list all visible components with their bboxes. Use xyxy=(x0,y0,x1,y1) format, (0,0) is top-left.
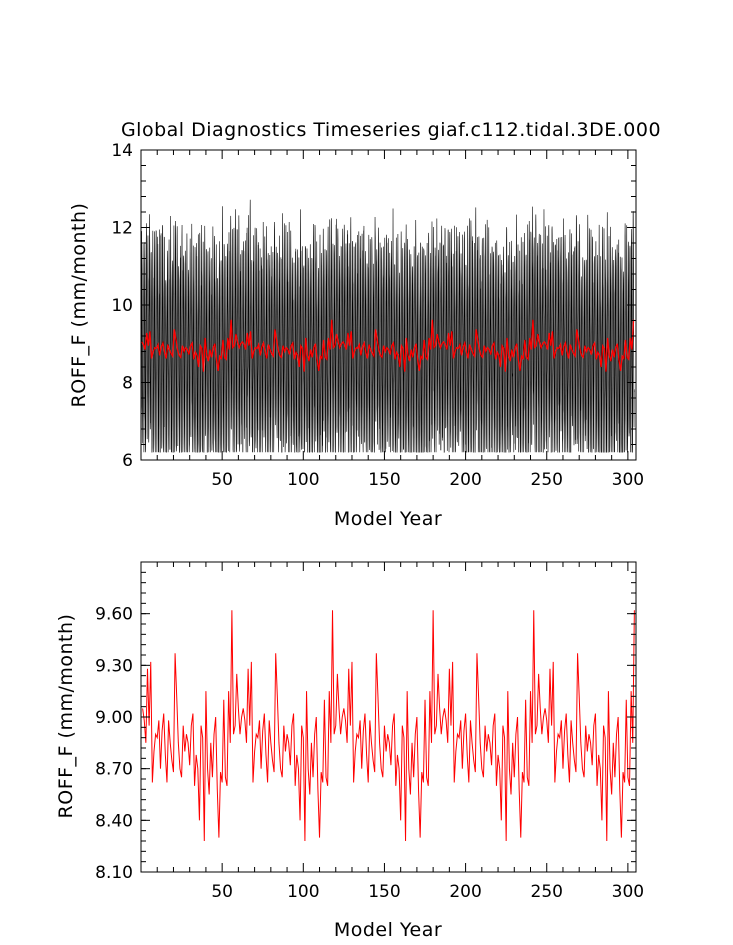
bottom-y-tick-label: 9.60 xyxy=(95,605,133,625)
bottom-y-tick-label: 9.00 xyxy=(95,708,133,728)
bottom-annual-series-line xyxy=(142,610,635,842)
bottom-panel: 50 100 150 200 250 300 8.10 8.40 8.70 9.00 9.30 9.6… xyxy=(55,561,644,941)
top-x-tick-label: 300 xyxy=(612,470,644,490)
top-y-tick-label: 14 xyxy=(111,141,133,161)
figure-title: Global Diagnostics Timeseries giaf.c112.… xyxy=(121,119,661,141)
top-y-tick-label: 6 xyxy=(122,451,133,471)
bottom-x-tick-label: 200 xyxy=(449,882,481,902)
top-axes: 50 100 150 200 250 300 6 8 10 12 14 xyxy=(111,141,644,490)
bottom-y-tick-label: 8.40 xyxy=(95,811,133,831)
top-x-tick-label: 100 xyxy=(287,470,319,490)
top-x-tick-label: 200 xyxy=(449,470,481,490)
bottom-x-tick-label: 150 xyxy=(368,882,400,902)
bottom-x-tick-label: 50 xyxy=(211,882,233,902)
top-y-axis-label: ROFF_F (mm/month) xyxy=(68,203,90,408)
top-y-tick-label: 12 xyxy=(111,219,133,239)
bottom-y-tick-label: 8.10 xyxy=(95,863,133,883)
bottom-x-tick-label: 100 xyxy=(287,882,319,902)
bottom-y-tick-label: 8.70 xyxy=(95,760,133,780)
top-panel: Global Diagnostics Timeseries giaf.c112.… xyxy=(68,119,661,530)
bottom-x-tick-label: 250 xyxy=(531,882,563,902)
top-x-axis-label: Model Year xyxy=(334,508,442,530)
bottom-y-tick-label: 9.30 xyxy=(95,656,133,676)
top-x-tick-label: 150 xyxy=(368,470,400,490)
bottom-x-tick-label: 300 xyxy=(612,882,644,902)
top-x-tick-label: 50 xyxy=(211,470,233,490)
top-y-tick-label: 8 xyxy=(122,374,133,394)
top-plot-area xyxy=(140,199,635,453)
bottom-axes: 50 100 150 200 250 300 8.10 8.40 8.70 9.00 9.30 9.6… xyxy=(95,562,644,902)
top-monthly-series-line xyxy=(140,199,635,453)
bottom-plot-area xyxy=(142,610,635,842)
top-y-tick-label: 10 xyxy=(111,296,133,316)
bottom-y-axis-label: ROFF_F (mm/month) xyxy=(55,614,77,819)
top-x-tick-label: 250 xyxy=(531,470,563,490)
bottom-x-axis-label: Model Year xyxy=(334,919,442,941)
top-annual-series-line xyxy=(141,319,635,372)
